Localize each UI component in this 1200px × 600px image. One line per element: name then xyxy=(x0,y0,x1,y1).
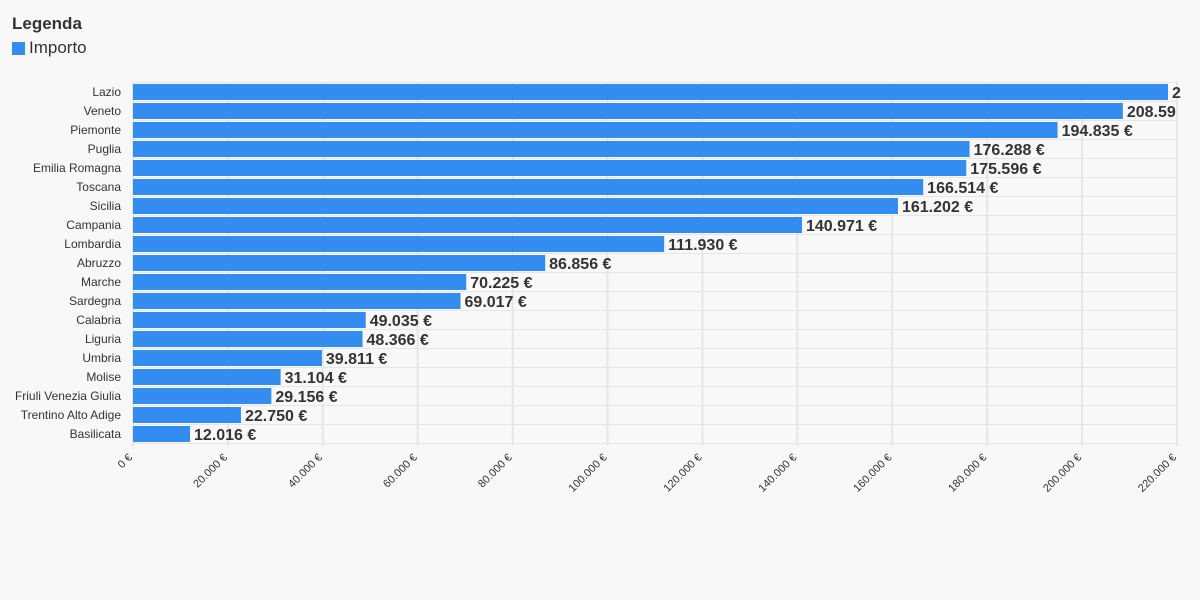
category-label: Campania xyxy=(66,218,121,232)
category-label: Sicilia xyxy=(90,199,122,213)
value-label: 86.856 € xyxy=(549,256,611,273)
category-label: Calabria xyxy=(76,313,121,327)
bar[interactable] xyxy=(133,179,924,195)
bar[interactable] xyxy=(133,198,898,214)
category-label: Marche xyxy=(81,275,121,289)
value-label: 29.156 € xyxy=(275,389,337,406)
bars xyxy=(133,84,1168,442)
category-labels: Lazio Veneto Piemonte Puglia Emilia Romagna T… xyxy=(15,85,121,441)
bar[interactable] xyxy=(133,350,322,366)
category-label: Piemonte xyxy=(70,123,121,137)
x-tick-label: 20.000 € xyxy=(191,452,230,491)
x-tick-label: 80.000 € xyxy=(476,452,515,491)
grid-lines xyxy=(132,82,1178,446)
x-tick-label: 60.000 € xyxy=(381,452,420,491)
x-tick-label: 200.000 € xyxy=(1041,452,1084,495)
legend-title: Legenda xyxy=(12,14,82,33)
bar[interactable] xyxy=(133,312,366,328)
value-label: 22.750 € xyxy=(245,408,307,425)
bar[interactable] xyxy=(133,255,546,271)
value-label: 31.104 € xyxy=(285,370,347,387)
bar[interactable] xyxy=(133,122,1058,138)
category-label: Veneto xyxy=(84,104,122,118)
x-tick-label: 180.000 € xyxy=(946,452,989,495)
value-label: 176.288 € xyxy=(974,142,1045,159)
value-label: 12.016 € xyxy=(194,427,256,444)
bar[interactable] xyxy=(133,426,191,442)
bar[interactable] xyxy=(133,103,1123,119)
bar[interactable] xyxy=(133,407,241,423)
category-label: Lombardia xyxy=(64,237,121,251)
x-tick-label: 100.000 € xyxy=(567,452,610,495)
category-label: Friuli Venezia Giulia xyxy=(15,389,121,403)
value-label: 69.017 € xyxy=(465,294,527,311)
legend-swatch xyxy=(12,41,25,55)
bar[interactable] xyxy=(133,293,461,309)
x-tick-label: 160.000 € xyxy=(851,452,894,495)
value-label: 140.971 € xyxy=(806,218,877,235)
legend-item-label: Importo xyxy=(29,38,87,57)
value-label: 48.366 € xyxy=(367,332,429,349)
value-label: 49.035 € xyxy=(370,313,432,330)
category-label: Molise xyxy=(86,370,121,384)
bar[interactable] xyxy=(133,141,970,157)
value-label: 175.596 € xyxy=(970,161,1041,178)
legend-item-importo[interactable]: Importo xyxy=(12,36,87,60)
category-label: Puglia xyxy=(88,142,122,156)
x-tick-label: 220.000 € xyxy=(1136,452,1179,495)
category-label: Liguria xyxy=(85,332,121,346)
category-label: Sardegna xyxy=(69,294,121,308)
bar[interactable] xyxy=(133,331,363,347)
bar[interactable] xyxy=(133,84,1168,100)
bar[interactable] xyxy=(133,217,802,233)
value-label: 194.835 € xyxy=(1062,123,1133,140)
value-labels: 2 208.59 194.835 € 176.288 € 175.596 € 166.51… xyxy=(194,85,1181,444)
category-label: Umbria xyxy=(82,351,121,365)
bar[interactable] xyxy=(133,274,467,290)
category-label: Toscana xyxy=(76,180,121,194)
value-label: 208.59 xyxy=(1127,104,1176,121)
legend: Legenda Importo xyxy=(12,12,87,60)
category-label: Abruzzo xyxy=(77,256,121,270)
category-label: Lazio xyxy=(92,85,121,99)
bar[interactable] xyxy=(133,388,272,404)
bar[interactable] xyxy=(133,236,665,252)
x-axis-ticks: 0 € 20.000 € 40.000 € 60.000 € 80.000 € 100.0… xyxy=(116,452,1179,495)
x-tick-label: 40.000 € xyxy=(286,452,325,491)
category-label: Trentino Alto Adige xyxy=(21,408,122,422)
category-label: Emilia Romagna xyxy=(33,161,121,175)
value-label: 111.930 € xyxy=(668,237,738,254)
value-label: 70.225 € xyxy=(470,275,532,292)
bar[interactable] xyxy=(133,369,281,385)
x-tick-label: 120.000 € xyxy=(661,452,704,495)
value-label: 2 xyxy=(1172,85,1181,102)
category-label: Basilicata xyxy=(70,427,122,441)
value-label: 161.202 € xyxy=(902,199,973,216)
bar[interactable] xyxy=(133,160,967,176)
x-tick-label: 0 € xyxy=(116,452,135,471)
x-tick-label: 140.000 € xyxy=(756,452,799,495)
value-label: 166.514 € xyxy=(927,180,998,197)
value-label: 39.811 € xyxy=(326,351,388,368)
